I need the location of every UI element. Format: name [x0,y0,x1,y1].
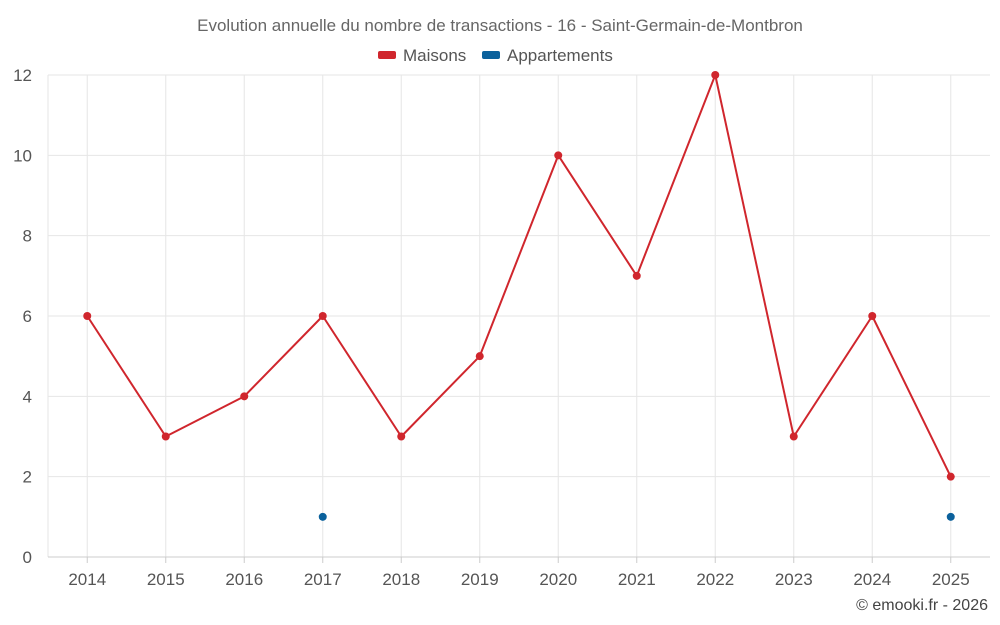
data-point-maisons[interactable] [240,392,249,401]
x-tick-label: 2019 [461,570,499,589]
x-tick-label: 2016 [225,570,263,589]
x-tick-label: 2014 [68,570,106,589]
y-tick-label: 4 [23,387,32,406]
y-tick-label: 10 [13,146,32,165]
series-line-maisons [86,74,952,478]
data-point-maisons[interactable] [868,312,877,320]
chart-title: Evolution annuelle du nombre de transact… [197,16,803,35]
data-point-maisons[interactable] [475,352,484,361]
data-point-maisons[interactable] [789,432,798,441]
x-tick-label: 2015 [147,570,185,589]
x-tick-label: 2025 [932,570,970,589]
data-point-maisons[interactable] [632,271,641,280]
data-point-maisons[interactable] [83,312,92,320]
legend-swatch-maisons [378,51,396,59]
legend-label-maisons: Maisons [403,46,466,65]
x-tick-label: 2024 [853,570,891,589]
data-point-maisons[interactable] [318,312,327,320]
legend: Maisons Appartements [378,46,613,65]
x-tick-label: 2023 [775,570,813,589]
legend-item-appartements[interactable]: Appartements [482,46,613,65]
series [83,71,955,521]
data-point-appartements[interactable] [946,512,955,521]
x-tick-label: 2021 [618,570,656,589]
data-point-maisons[interactable] [711,71,720,79]
legend-item-maisons[interactable]: Maisons [378,46,466,65]
data-point-appartements[interactable] [318,512,327,521]
x-tick-label: 2022 [696,570,734,589]
legend-swatch-appartements [482,51,500,59]
y-tick-label: 8 [23,227,32,246]
y-tick-label: 2 [23,468,32,487]
credit-text: © emooki.fr - 2026 [856,597,988,614]
y-tick-label: 6 [23,307,32,326]
data-point-maisons[interactable] [397,432,406,441]
series-maisons [83,71,955,481]
y-tick-label: 0 [23,548,32,567]
axes: 0 2 4 6 8 10 12 2014 2015 2016 2017 2018 2019 2020 202… [13,66,990,589]
data-point-maisons[interactable] [161,432,170,441]
legend-label-appartements: Appartements [507,46,613,65]
x-tick-label: 2020 [539,570,577,589]
grid [47,74,990,557]
data-point-maisons[interactable] [946,472,955,481]
y-tick-label: 12 [13,66,32,85]
x-tick-label: 2018 [382,570,420,589]
data-point-maisons[interactable] [554,151,563,160]
x-tick-label: 2017 [304,570,342,589]
series-appartements [318,512,955,521]
